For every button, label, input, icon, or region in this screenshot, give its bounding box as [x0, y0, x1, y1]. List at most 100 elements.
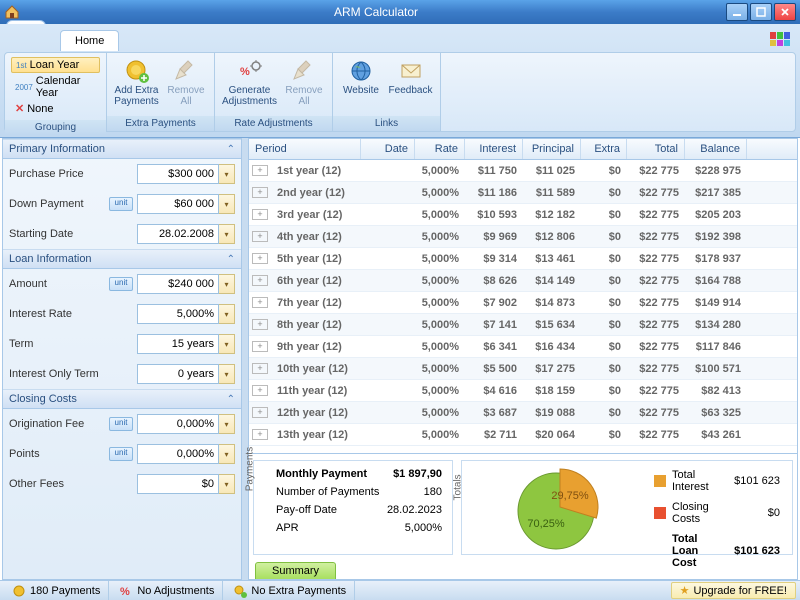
grid-cell: [361, 411, 415, 415]
table-row[interactable]: +1st year (12)5,000%$11 750$11 025$0$22 …: [249, 160, 797, 182]
starting-date-input[interactable]: [137, 224, 219, 244]
tab-home[interactable]: Home: [60, 30, 119, 51]
grid-header-rate[interactable]: Rate: [415, 139, 465, 159]
grid-cell: $14 873: [523, 295, 581, 311]
color-scheme-button[interactable]: [770, 32, 790, 46]
left-panel: Primary Information ⌃ Purchase Price ▾ D…: [2, 138, 242, 580]
other-fees-dropdown[interactable]: ▾: [219, 474, 235, 494]
feedback-button[interactable]: Feedback: [385, 55, 436, 98]
origination-dropdown[interactable]: ▾: [219, 414, 235, 434]
grid-body[interactable]: +1st year (12)5,000%$11 750$11 025$0$22 …: [249, 160, 797, 453]
rate-adj-group-label: Rate Adjustments: [215, 116, 332, 131]
grid-header-interest[interactable]: Interest: [465, 139, 523, 159]
apr-value: 5,000%: [405, 522, 442, 534]
unit-toggle-icon-4[interactable]: unit: [109, 447, 133, 461]
close-button[interactable]: [774, 3, 796, 21]
unit-toggle-icon-3[interactable]: unit: [109, 417, 133, 431]
coin-icon: [12, 584, 26, 598]
expand-icon[interactable]: +: [252, 231, 268, 242]
table-row[interactable]: +5th year (12)5,000%$9 314$13 461$0$22 7…: [249, 248, 797, 270]
closing-costs-header[interactable]: Closing Costs ⌃: [3, 389, 241, 409]
table-row[interactable]: +7th year (12)5,000%$7 902$14 873$0$22 7…: [249, 292, 797, 314]
status-extra-payments[interactable]: No Extra Payments: [225, 581, 355, 600]
grid-header-period[interactable]: Period: [249, 139, 361, 159]
interest-only-dropdown[interactable]: ▾: [219, 364, 235, 384]
expand-icon[interactable]: +: [252, 363, 268, 374]
table-row[interactable]: +9th year (12)5,000%$6 341$16 434$0$22 7…: [249, 336, 797, 358]
origination-input[interactable]: [137, 414, 219, 434]
interest-only-input[interactable]: [137, 364, 219, 384]
grid-cell: $7 141: [465, 317, 523, 333]
expand-icon[interactable]: +: [252, 385, 268, 396]
points-dropdown[interactable]: ▾: [219, 444, 235, 464]
status-adjustments[interactable]: % No Adjustments: [111, 581, 223, 600]
expand-icon[interactable]: +: [252, 341, 268, 352]
monthly-payment-label: Monthly Payment: [276, 468, 367, 480]
grid-cell: 5th year (12): [271, 251, 361, 267]
expand-icon[interactable]: +: [252, 429, 268, 440]
collapse-icon-2[interactable]: ⌃: [227, 254, 235, 265]
add-extra-payments-button[interactable]: Add Extra Payments: [111, 55, 162, 109]
grouping-loan-year[interactable]: 1st Loan Year: [11, 57, 100, 73]
grid-cell: $8 626: [465, 273, 523, 289]
grid-cell: 5,000%: [415, 163, 465, 179]
amount-input[interactable]: [137, 274, 219, 294]
status-payments[interactable]: 180 Payments: [4, 581, 109, 600]
table-row[interactable]: +6th year (12)5,000%$8 626$14 149$0$22 7…: [249, 270, 797, 292]
table-row[interactable]: +12th year (12)5,000%$3 687$19 088$0$22 …: [249, 402, 797, 424]
collapse-icon-3[interactable]: ⌃: [227, 394, 235, 405]
expand-icon[interactable]: +: [252, 165, 268, 176]
expand-icon[interactable]: +: [252, 319, 268, 330]
grid-cell: $16 434: [523, 339, 581, 355]
expand-icon[interactable]: +: [252, 187, 268, 198]
purchase-price-input[interactable]: [137, 164, 219, 184]
unit-toggle-icon-2[interactable]: unit: [109, 277, 133, 291]
table-row[interactable]: +2nd year (12)5,000%$11 186$11 589$0$22 …: [249, 182, 797, 204]
grid-cell: $63 325: [685, 405, 747, 421]
unit-toggle-icon[interactable]: unit: [109, 197, 133, 211]
table-row[interactable]: +4th year (12)5,000%$9 969$12 806$0$22 7…: [249, 226, 797, 248]
grid-cell: $22 775: [627, 295, 685, 311]
amount-dropdown[interactable]: ▾: [219, 274, 235, 294]
minimize-button[interactable]: [726, 3, 748, 21]
grid-header-total[interactable]: Total: [627, 139, 685, 159]
grouping-calendar-year[interactable]: 2007 Calendar Year: [11, 74, 100, 100]
points-input[interactable]: [137, 444, 219, 464]
expand-icon[interactable]: +: [252, 297, 268, 308]
table-row[interactable]: +11th year (12)5,000%$4 616$18 159$0$22 …: [249, 380, 797, 402]
starting-date-dropdown[interactable]: ▾: [219, 224, 235, 244]
grid-header-extra[interactable]: Extra: [581, 139, 627, 159]
purchase-price-label: Purchase Price: [9, 168, 137, 180]
expand-icon[interactable]: +: [252, 253, 268, 264]
table-row[interactable]: +8th year (12)5,000%$7 141$15 634$0$22 7…: [249, 314, 797, 336]
term-dropdown[interactable]: ▾: [219, 334, 235, 354]
grid-cell: $0: [581, 185, 627, 201]
grid-header-date[interactable]: Date: [361, 139, 415, 159]
loan-info-header[interactable]: Loan Information ⌃: [3, 249, 241, 269]
grid-header-balance[interactable]: Balance: [685, 139, 747, 159]
expand-icon[interactable]: +: [252, 407, 268, 418]
grouping-group-label: Grouping: [5, 120, 106, 135]
down-payment-input[interactable]: [137, 194, 219, 214]
collapse-icon[interactable]: ⌃: [227, 144, 235, 155]
down-payment-dropdown[interactable]: ▾: [219, 194, 235, 214]
term-input[interactable]: [137, 334, 219, 354]
other-fees-input[interactable]: [137, 474, 219, 494]
upgrade-button[interactable]: ★ Upgrade for FREE!: [671, 582, 796, 599]
grid-header-principal[interactable]: Principal: [523, 139, 581, 159]
add-extra-label: Add Extra Payments: [114, 85, 158, 107]
table-row[interactable]: +3rd year (12)5,000%$10 593$12 182$0$22 …: [249, 204, 797, 226]
purchase-price-dropdown[interactable]: ▾: [219, 164, 235, 184]
primary-info-header[interactable]: Primary Information ⌃: [3, 139, 241, 159]
generate-adjustments-button[interactable]: % Generate Adjustments: [219, 55, 280, 109]
table-row[interactable]: +13th year (12)5,000%$2 711$20 064$0$22 …: [249, 424, 797, 446]
expand-icon[interactable]: +: [252, 209, 268, 220]
summary-tab[interactable]: Summary: [255, 562, 336, 579]
grouping-none[interactable]: ✕ None: [11, 101, 100, 116]
website-button[interactable]: Website: [337, 55, 385, 98]
table-row[interactable]: +10th year (12)5,000%$5 500$17 275$0$22 …: [249, 358, 797, 380]
maximize-button[interactable]: [750, 3, 772, 21]
interest-rate-input[interactable]: [137, 304, 219, 324]
interest-rate-dropdown[interactable]: ▾: [219, 304, 235, 324]
expand-icon[interactable]: +: [252, 275, 268, 286]
